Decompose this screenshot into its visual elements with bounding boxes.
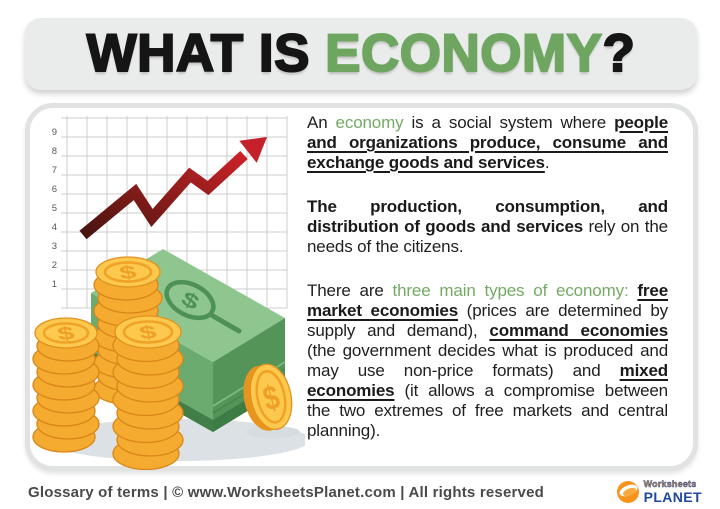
coin-stack-front: $	[112, 315, 184, 470]
underlined-definition: people and organizations produce, consum…	[307, 113, 668, 172]
axis-label: 6	[52, 184, 57, 195]
growth-arrow-icon	[79, 137, 267, 240]
definition-text: An economy is a social system where peop…	[307, 113, 668, 441]
worksheets-planet-logo: Worksheets PLANET	[615, 479, 702, 505]
title-question-mark: ?	[602, 23, 636, 84]
term-economy: economy	[335, 113, 404, 132]
bold-production-phrase: The production, consumption, and distrib…	[307, 197, 668, 236]
logo-worksheets-label: Worksheets	[643, 479, 697, 489]
axis-label: 8	[52, 146, 57, 157]
text-run: (it allows a compromise between the two …	[307, 381, 668, 440]
term-free-market-economies: free market economies	[307, 281, 668, 320]
axis-label: 9	[52, 127, 57, 138]
text-run: (the government decides what is produced…	[307, 341, 668, 380]
axis-label: 2	[52, 260, 57, 271]
term-command-economies: command economies	[489, 321, 669, 340]
standing-coin-shadow	[246, 426, 300, 438]
standing-coin-icon: $	[243, 363, 293, 431]
logo-swoosh-icon	[616, 481, 639, 503]
title-economy: ECONOMY	[324, 23, 603, 84]
text-run: is a social system where	[403, 113, 615, 132]
text-run: (prices are determined by supply and dem…	[307, 301, 669, 340]
axis-label: 4	[52, 222, 57, 233]
dollar-sign: $	[55, 324, 76, 345]
axis-label: 5	[52, 203, 57, 214]
page-title: WHAT IS ECONOMY?	[86, 18, 636, 90]
chart-axis-labels: 9 8 7 6 5 4 3 2 1	[52, 127, 57, 290]
footer: Glossary of terms | © www.WorksheetsPlan…	[0, 478, 720, 506]
dollar-sign: $	[117, 263, 138, 284]
content-card: 9 8 7 6 5 4 3 2 1 $	[25, 103, 698, 471]
text-run: .	[544, 153, 550, 172]
text-run: There are	[307, 281, 393, 300]
title-banner: WHAT IS ECONOMY?	[25, 18, 697, 90]
highlight-three-types: three main types of economy:	[392, 281, 629, 300]
logo-planet-label: PLANET	[643, 489, 702, 505]
term-mixed-economies: mixed economies	[307, 361, 668, 400]
paragraph-types: There are three main types of economy: f…	[307, 281, 668, 441]
dollar-sign: $	[137, 323, 158, 344]
coin-stack-left: $	[32, 317, 100, 453]
paragraph-production: The production, consumption, and distrib…	[307, 197, 668, 257]
paragraph-definition: An economy is a social system where peop…	[307, 113, 668, 173]
text-run: rely on the needs of the citizens.	[307, 217, 668, 256]
axis-label: 7	[52, 165, 57, 176]
axis-label: 1	[52, 279, 57, 290]
economy-illustration: 9 8 7 6 5 4 3 2 1 $	[32, 116, 305, 470]
text-run: An	[307, 113, 336, 132]
title-what-is: WHAT IS	[86, 23, 326, 84]
axis-label: 3	[52, 241, 57, 252]
copyright-text: Glossary of terms | © www.WorksheetsPlan…	[28, 483, 544, 501]
